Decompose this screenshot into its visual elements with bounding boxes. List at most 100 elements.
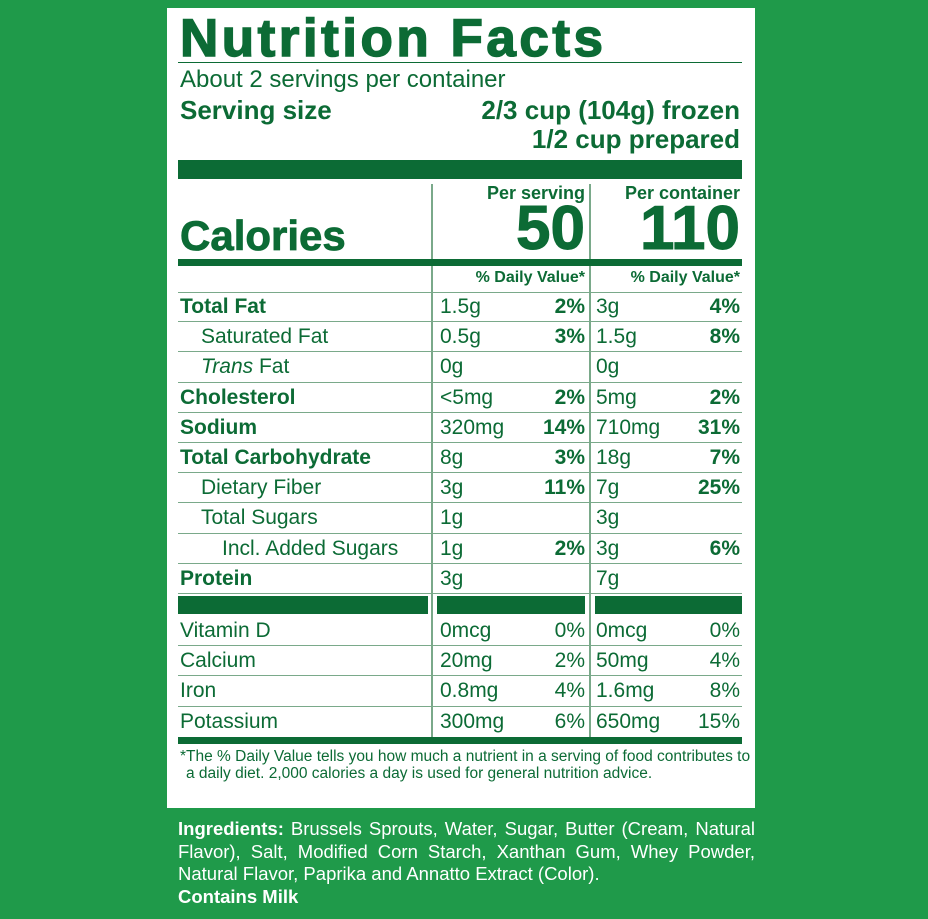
daily-value: 2% <box>709 385 740 409</box>
nutrient-name: Dietary Fiber <box>201 473 321 503</box>
daily-value: 6% <box>709 536 740 560</box>
amount: 3g <box>440 476 464 500</box>
daily-value: 2% <box>554 385 585 409</box>
nutrient-name: Total Carbohydrate <box>180 443 371 473</box>
daily-value: 15% <box>697 709 740 733</box>
amount: 0g <box>440 355 464 379</box>
amount: 710mg <box>596 415 661 439</box>
daily-value: 8% <box>709 325 740 349</box>
amount: 7g <box>596 566 620 590</box>
nutrient-name: Cholesterol <box>180 383 296 413</box>
amount: 7g <box>596 476 620 500</box>
row-rule <box>178 675 742 677</box>
nutrient-name: Potassium <box>180 707 278 737</box>
amount: 1.5g <box>596 325 637 349</box>
nutrient-name-text: Fat <box>258 355 290 379</box>
amount: 0mcg <box>596 619 648 642</box>
nutrient-name: Total Sugars <box>201 503 318 533</box>
allergen: Contains Milk <box>178 885 299 907</box>
amount: <5mg <box>440 385 494 409</box>
amount: 5mg <box>596 385 637 409</box>
nutrient-name-text: Total Carbohydrate <box>180 446 371 469</box>
servings: About 2 servings per container <box>180 66 506 93</box>
daily-value: 4% <box>554 679 585 703</box>
daily-value: 6% <box>554 709 585 733</box>
nutrient-name: Saturated Fat <box>201 322 328 352</box>
row-rule <box>178 562 742 564</box>
amount: 3g <box>440 566 464 590</box>
calories-value: 50 <box>516 194 586 264</box>
nutrient-name: Iron <box>180 676 216 706</box>
nutrient-name-text: Total Fat <box>180 295 266 318</box>
daily-value: 8% <box>709 679 740 703</box>
thick-rule <box>178 160 742 179</box>
amount: 3g <box>596 295 620 318</box>
column-header: Per serving <box>486 183 585 203</box>
daily-value: 0% <box>554 619 585 642</box>
daily-value-header: % Daily Value* <box>630 269 740 286</box>
amount: 1.6mg <box>596 679 655 703</box>
thick-rule <box>178 259 742 266</box>
amount: 0.5g <box>440 325 481 349</box>
row-rule <box>178 593 742 594</box>
amount: 1.5g <box>440 295 481 318</box>
amount: 1g <box>440 506 464 530</box>
amount: 1g <box>440 536 464 560</box>
column-header: Per container <box>624 183 740 203</box>
nutrient-name: Calcium <box>180 646 256 676</box>
serving-size-value: 2/3 cup (104g) frozen <box>481 95 740 125</box>
nutrient-name-text: Dietary Fiber <box>201 476 322 500</box>
amount: 320mg <box>440 415 505 439</box>
daily-value: 4% <box>709 295 740 318</box>
nutrient-name: Total Fat <box>180 292 266 322</box>
nutrient-name-text: Vitamin D <box>180 619 271 642</box>
daily-value: 4% <box>709 649 740 673</box>
daily-value: 31% <box>697 415 740 439</box>
row-rule <box>178 442 742 443</box>
rule <box>178 62 742 63</box>
row-rule <box>178 411 742 413</box>
amount: 0mcg <box>440 619 492 642</box>
nutrient-name-text: Cholesterol <box>180 385 296 409</box>
footnote: *The % Daily Value tells you how much a … <box>180 748 751 782</box>
column-divider <box>589 184 591 737</box>
thick-rule <box>178 737 742 744</box>
nutrient-name-text: Iron <box>180 679 217 703</box>
amount: 650mg <box>596 709 661 733</box>
ingredients-text: Brussels Sprouts, Water, Sugar, Butter (… <box>178 818 755 884</box>
thick-rule <box>595 596 742 614</box>
nutrient-name-text: Incl. Added Sugars <box>222 536 399 560</box>
column-divider <box>431 184 433 737</box>
row-rule <box>178 645 742 647</box>
row-rule <box>178 502 742 504</box>
amount: 18g <box>596 446 632 469</box>
amount: 0g <box>596 355 620 379</box>
serving-size-value: 1/2 cup prepared <box>531 124 740 154</box>
daily-value: 2% <box>554 295 585 318</box>
row-rule <box>178 472 742 474</box>
daily-value: 14% <box>542 415 585 439</box>
daily-value: 3% <box>554 446 585 469</box>
thick-rule <box>437 596 585 614</box>
thick-rule <box>178 596 428 614</box>
amount: 3g <box>596 536 620 560</box>
nutrient-name-text: Sodium <box>180 415 257 439</box>
daily-value: 7% <box>709 446 740 469</box>
row-rule <box>178 292 742 293</box>
nutrient-name: Protein <box>180 564 252 594</box>
row-rule <box>178 532 742 534</box>
nutrient-name-italic: Trans <box>201 355 254 379</box>
daily-value: 3% <box>554 325 585 349</box>
daily-value: 11% <box>544 476 585 500</box>
title: Nutrition Facts <box>179 8 607 69</box>
nutrient-name-text: Protein <box>180 566 253 590</box>
row-rule <box>178 381 742 383</box>
daily-value-header: % Daily Value* <box>475 269 585 286</box>
nutrient-name-text: Potassium <box>180 709 279 733</box>
nutrient-name-text: Calcium <box>180 649 256 673</box>
nutrient-name-text: Total Sugars <box>201 506 318 530</box>
daily-value: 2% <box>554 649 585 673</box>
row-rule <box>178 705 742 707</box>
